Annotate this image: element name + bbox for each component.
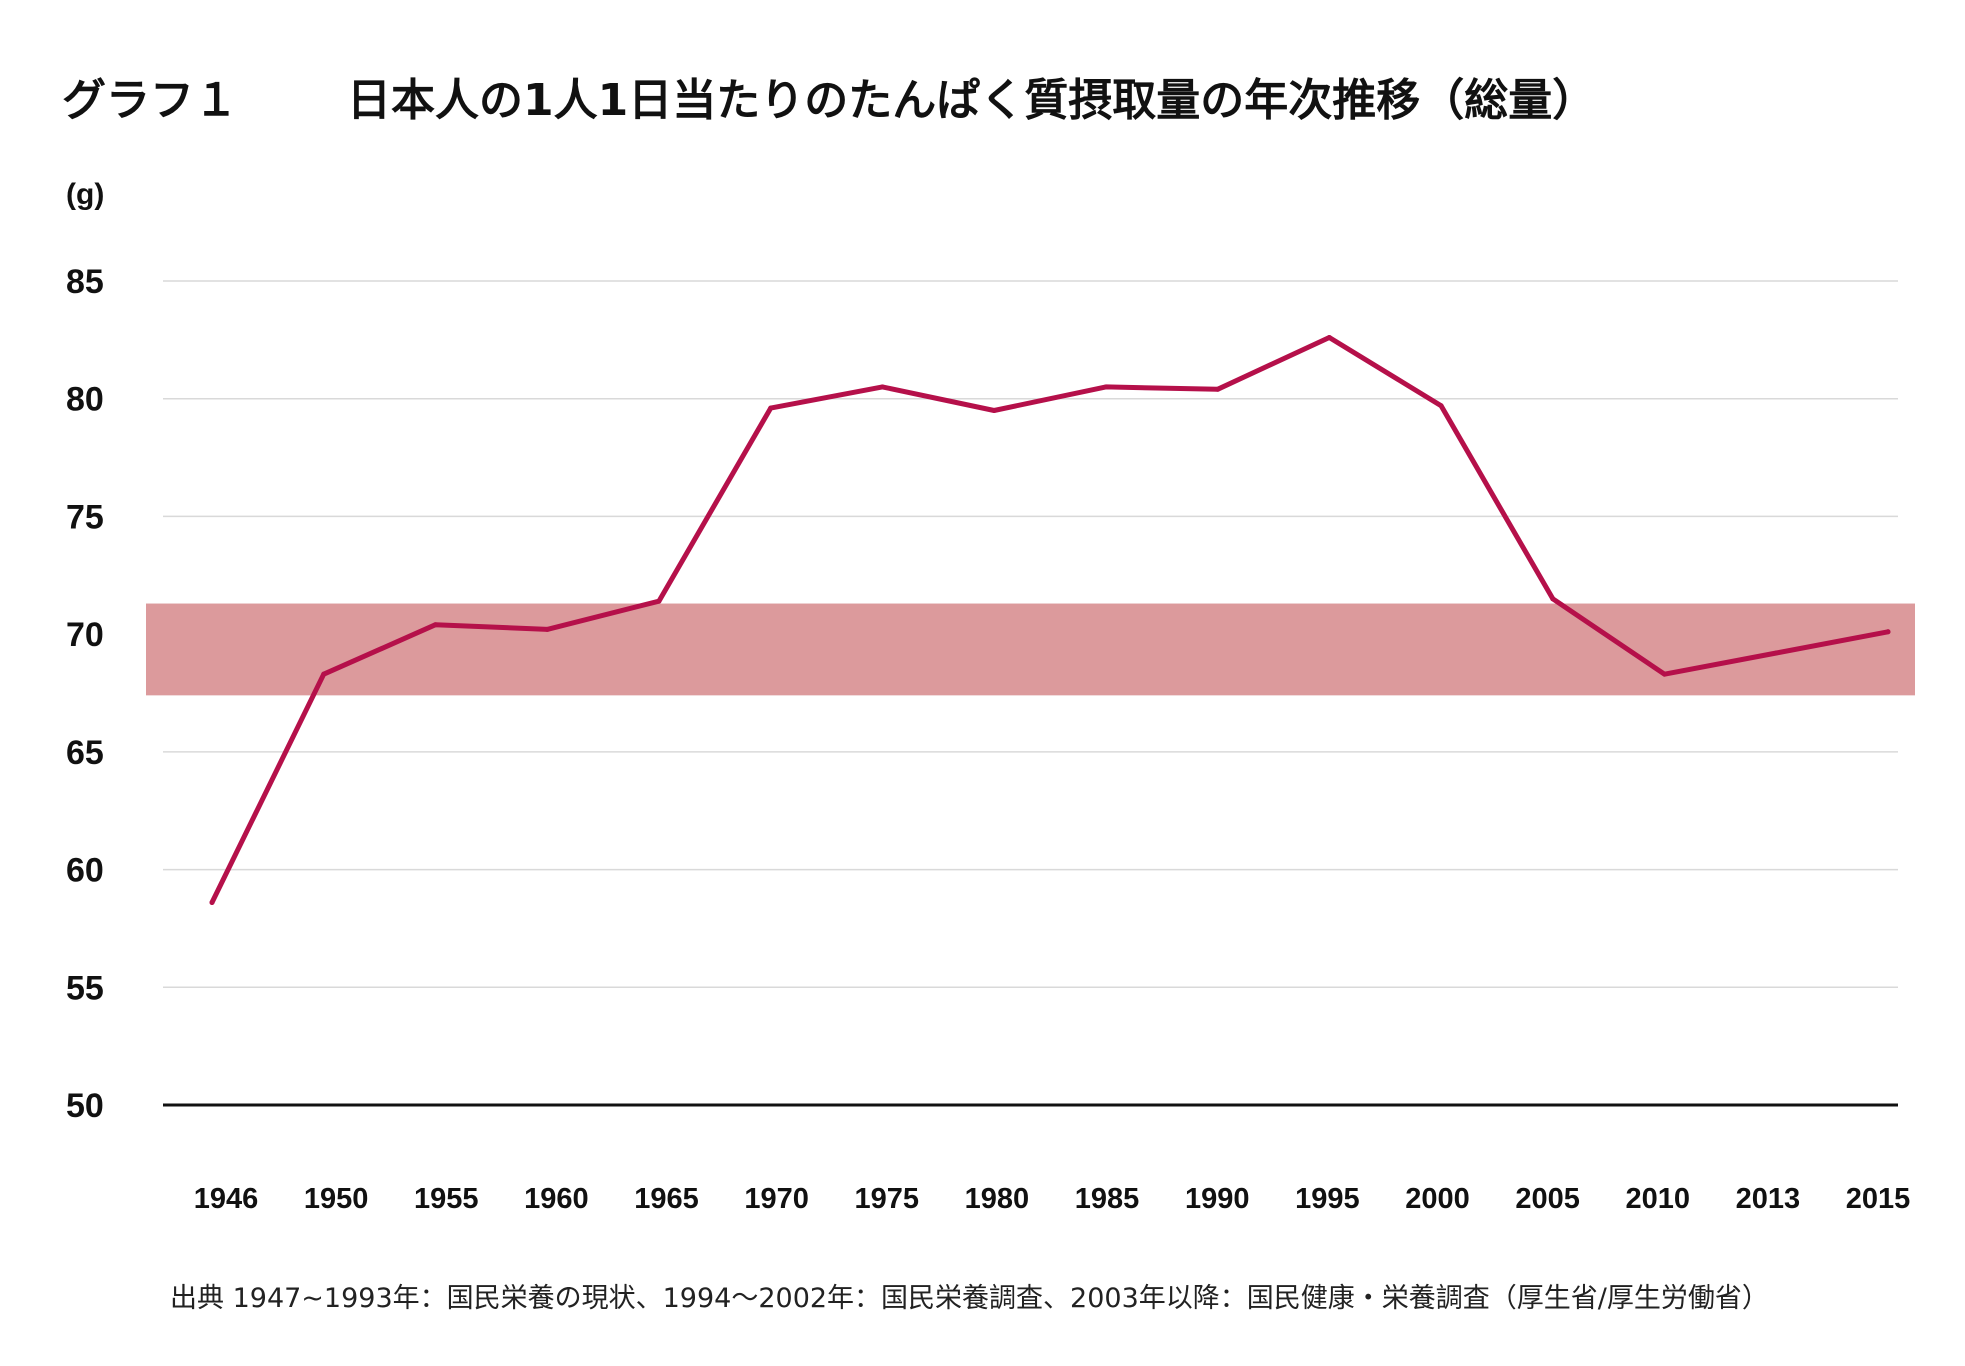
data-point-1985 [1103, 384, 1109, 390]
x-tick-label-1955: 1955 [414, 1183, 479, 1215]
x-tick-label-1965: 1965 [634, 1183, 699, 1215]
x-tick-label-2010: 2010 [1625, 1183, 1690, 1215]
y-tick-label-80: 80 [66, 381, 104, 419]
y-tick-label-85: 85 [66, 263, 104, 301]
y-axis-unit-label: (g) [66, 178, 105, 211]
x-tick-label-1985: 1985 [1075, 1183, 1140, 1215]
x-tick-label-1946: 1946 [194, 1183, 259, 1215]
y-tick-label-65: 65 [66, 734, 104, 772]
data-point-1950 [321, 671, 327, 677]
reference-band [146, 603, 1915, 696]
source-note: 出典 1947~1993年：国民栄養の現状、1994〜2002年：国民栄養調査、… [170, 1283, 1769, 1314]
y-tick-label-60: 60 [66, 852, 104, 890]
chart-title-main: 日本人の1人1日当たりのたんぱく質摂取量の年次推移（総量） [347, 75, 1597, 126]
x-tick-label-2013: 2013 [1736, 1183, 1801, 1215]
y-tick-label-75: 75 [66, 498, 104, 536]
x-tick-label-2000: 2000 [1405, 1183, 1470, 1215]
data-point-1970 [768, 405, 774, 411]
data-point-1946 [209, 900, 215, 906]
data-point-1975 [879, 384, 885, 390]
y-tick-label-50: 50 [66, 1087, 104, 1125]
data-point-1960 [544, 626, 550, 632]
x-tick-label-1975: 1975 [855, 1183, 920, 1215]
data-point-2013 [1773, 650, 1779, 656]
x-tick-label-1960: 1960 [524, 1183, 589, 1215]
data-point-1955 [432, 622, 438, 628]
x-tick-label-1990: 1990 [1185, 1183, 1250, 1215]
series-line-0 [209, 335, 1891, 905]
data-point-1995 [1326, 335, 1332, 341]
x-tick-label-1995: 1995 [1295, 1183, 1360, 1215]
x-tick-label-1950: 1950 [304, 1183, 369, 1215]
y-tick-label-70: 70 [66, 616, 104, 654]
x-tick-label-1970: 1970 [744, 1183, 809, 1215]
data-point-2005 [1550, 596, 1556, 602]
data-point-2010 [1662, 671, 1668, 677]
y-tick-label-55: 55 [66, 969, 104, 1007]
data-point-1980 [991, 407, 997, 413]
data-point-1965 [656, 598, 662, 604]
data-point-1990 [1215, 386, 1221, 392]
x-tick-label-2005: 2005 [1515, 1183, 1580, 1215]
x-tick-label-2015: 2015 [1846, 1183, 1911, 1215]
data-point-2000 [1438, 403, 1444, 409]
x-tick-label-1980: 1980 [965, 1183, 1030, 1215]
data-point-2015 [1885, 629, 1891, 635]
chart-title-label: グラフ１ [62, 75, 238, 126]
